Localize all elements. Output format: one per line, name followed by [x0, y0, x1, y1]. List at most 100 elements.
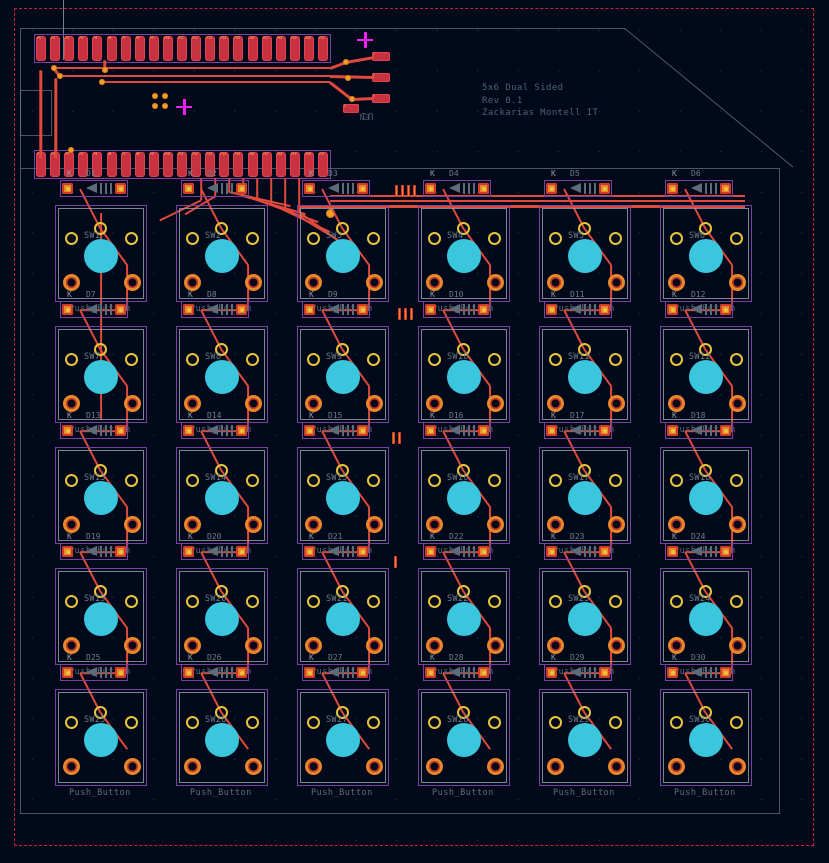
switch-footprint-SW18[interactable]: SW18 Push_Button: [660, 447, 752, 556]
mcu-top-header-pin-11[interactable]: P11: [177, 36, 187, 61]
diode-footprint-D18[interactable]: D18 K: [665, 411, 733, 439]
switch-footprint-SW13[interactable]: SW13 Push_Button: [55, 447, 147, 556]
diode-footprint-D17[interactable]: D17 K: [544, 411, 612, 439]
smd-part-2[interactable]: C: [372, 73, 390, 82]
diode-footprint-D27[interactable]: D27 K: [302, 653, 370, 681]
diode-footprint-D8[interactable]: D8 K: [181, 290, 249, 318]
switch-footprint-SW20[interactable]: SW20 Push_Button: [176, 568, 268, 677]
diode-footprint-D30[interactable]: D30 K: [665, 653, 733, 681]
switch-footprint-SW2[interactable]: SW2 Push_Button: [176, 205, 268, 314]
diode-footprint-D7[interactable]: D7 K: [60, 290, 128, 318]
diode-footprint-D11[interactable]: D11 K: [544, 290, 612, 318]
switch-footprint-SW19[interactable]: SW19 Push_Button: [55, 568, 147, 677]
mcu-bottom-header-pin-14[interactable]: P14: [219, 152, 230, 177]
mcu-top-header-pin-1[interactable]: P1: [36, 36, 46, 61]
mcu-top-header-pin-18[interactable]: P18: [275, 36, 286, 61]
mcu-bottom-header-pin-12[interactable]: P12: [191, 152, 202, 177]
mcu-bottom-header-pin-5[interactable]: P5: [92, 152, 103, 177]
mcu-bottom-header-pin-17[interactable]: P17: [261, 152, 272, 177]
mcu-top-header-pin-19[interactable]: P19: [289, 36, 300, 61]
mcu-bottom-header-pin-2[interactable]: P2: [50, 152, 61, 177]
mcu-top-header-pin-10[interactable]: P10: [162, 36, 173, 61]
diode-footprint-D13[interactable]: D13 K: [60, 411, 128, 439]
mcu-bottom-header-pin-8[interactable]: P8: [134, 152, 145, 177]
diode-footprint-D24[interactable]: D24 K: [665, 532, 733, 560]
mcu-top-header-pin-21[interactable]: P21: [318, 36, 328, 61]
mcu-bottom-header-pin-21[interactable]: P21: [318, 152, 328, 177]
diode-footprint-D2[interactable]: D2 K: [181, 169, 249, 197]
mcu-bottom-header-pin-19[interactable]: P19: [289, 152, 300, 177]
switch-footprint-SW3[interactable]: SW3 Push_Button: [297, 205, 389, 314]
switch-footprint-SW30[interactable]: SW30 Push_Button: [660, 689, 752, 798]
mcu-top-header-pin-2[interactable]: P2: [50, 36, 61, 61]
diode-footprint-D10[interactable]: D10 K: [423, 290, 491, 318]
mcu-bottom-header-pin-4[interactable]: P4: [78, 152, 89, 177]
mcu-top-header-pin-13[interactable]: P13: [205, 36, 216, 61]
switch-footprint-SW17[interactable]: SW17 Push_Button: [539, 447, 631, 556]
switch-footprint-SW6[interactable]: SW6 Push_Button: [660, 205, 752, 314]
switch-footprint-SW16[interactable]: SW16 Push_Button: [418, 447, 510, 556]
diode-footprint-D23[interactable]: D23 K: [544, 532, 612, 560]
diode-footprint-D4[interactable]: D4 K: [423, 169, 491, 197]
switch-footprint-SW27[interactable]: SW27 Push_Button: [297, 689, 389, 798]
smd-part-3[interactable]: C: [372, 94, 390, 103]
switch-footprint-SW11[interactable]: SW11 Push_Button: [539, 326, 631, 435]
switch-footprint-SW23[interactable]: SW23 Push_Button: [539, 568, 631, 677]
switch-footprint-SW7[interactable]: SW7 Push_Button: [55, 326, 147, 435]
mcu-top-header-pin-8[interactable]: P8: [134, 36, 145, 61]
mcu-bottom-header-pin-10[interactable]: P10: [162, 152, 173, 177]
mcu-top-header-pin-15[interactable]: P15: [233, 36, 244, 61]
smd-part-4[interactable]: C: [343, 104, 359, 113]
mcu-bottom-header-pin-15[interactable]: P15: [233, 152, 244, 177]
diode-footprint-D22[interactable]: D22 K: [423, 532, 491, 560]
mcu-bottom-header-pin-18[interactable]: P18: [275, 152, 286, 177]
diode-footprint-D28[interactable]: D28 K: [423, 653, 491, 681]
switch-footprint-SW1[interactable]: SW1 Push_Button: [55, 205, 147, 314]
diode-footprint-D9[interactable]: D9 K: [302, 290, 370, 318]
mcu-top-header-pin-16[interactable]: P16: [247, 36, 258, 61]
diode-footprint-D29[interactable]: D29 K: [544, 653, 612, 681]
switch-footprint-SW29[interactable]: SW29 Push_Button: [539, 689, 631, 798]
diode-footprint-D6[interactable]: D6 K: [665, 169, 733, 197]
mcu-bottom-header-pin-3[interactable]: P3: [64, 152, 75, 177]
mcu-bottom-header-pin-7[interactable]: P7: [120, 152, 131, 177]
mcu-top-header-pin-7[interactable]: P7: [120, 36, 131, 61]
mcu-top-header-pin-3[interactable]: P3: [64, 36, 75, 61]
mcu-top-header-pin-6[interactable]: P6: [106, 36, 117, 61]
switch-footprint-SW24[interactable]: SW24 Push_Button: [660, 568, 752, 677]
mcu-top-header-pin-12[interactable]: P12: [191, 36, 202, 61]
diode-footprint-D16[interactable]: D16 K: [423, 411, 491, 439]
switch-footprint-SW22[interactable]: SW22 Push_Button: [418, 568, 510, 677]
mcu-top-header-pin-9[interactable]: P9: [148, 36, 159, 61]
switch-footprint-SW4[interactable]: SW4 Push_Button: [418, 205, 510, 314]
switch-footprint-SW26[interactable]: SW26 Push_Button: [176, 689, 268, 798]
mcu-bottom-header-pin-20[interactable]: P20: [303, 152, 314, 177]
switch-footprint-SW5[interactable]: SW5 Push_Button: [539, 205, 631, 314]
mcu-bottom-header-pin-11[interactable]: P11: [177, 152, 187, 177]
switch-footprint-SW14[interactable]: SW14 Push_Button: [176, 447, 268, 556]
diode-footprint-D3[interactable]: D3 K: [302, 169, 370, 197]
mcu-top-header-pin-14[interactable]: P14: [219, 36, 230, 61]
diode-footprint-D20[interactable]: D20 K: [181, 532, 249, 560]
switch-footprint-SW25[interactable]: SW25 Push_Button: [55, 689, 147, 798]
switch-footprint-SW28[interactable]: SW28 Push_Button: [418, 689, 510, 798]
switch-footprint-SW21[interactable]: SW21 Push_Button: [297, 568, 389, 677]
mcu-bottom-header-pin-13[interactable]: P13: [205, 152, 216, 177]
diode-footprint-D14[interactable]: D14 K: [181, 411, 249, 439]
mcu-bottom-header-pin-9[interactable]: P9: [148, 152, 159, 177]
switch-footprint-SW8[interactable]: SW8 Push_Button: [176, 326, 268, 435]
mcu-top-header-pin-5[interactable]: P5: [92, 36, 103, 61]
diode-footprint-D12[interactable]: D12 K: [665, 290, 733, 318]
switch-footprint-SW15[interactable]: SW15 Push_Button: [297, 447, 389, 556]
switch-footprint-SW12[interactable]: SW12 Push_Button: [660, 326, 752, 435]
diode-footprint-D5[interactable]: D5 K: [544, 169, 612, 197]
mcu-top-header-pin-17[interactable]: P17: [261, 36, 272, 61]
diode-footprint-D25[interactable]: D25 K: [60, 653, 128, 681]
diode-footprint-D21[interactable]: D21 K: [302, 532, 370, 560]
mcu-top-header-pin-4[interactable]: P4: [78, 36, 89, 61]
switch-footprint-SW10[interactable]: SW10 Push_Button: [418, 326, 510, 435]
mcu-top-header-pin-20[interactable]: P20: [303, 36, 314, 61]
mcu-bottom-header-pin-6[interactable]: P6: [106, 152, 117, 177]
diode-footprint-D15[interactable]: D15 K: [302, 411, 370, 439]
smd-part-1[interactable]: C: [372, 52, 390, 61]
